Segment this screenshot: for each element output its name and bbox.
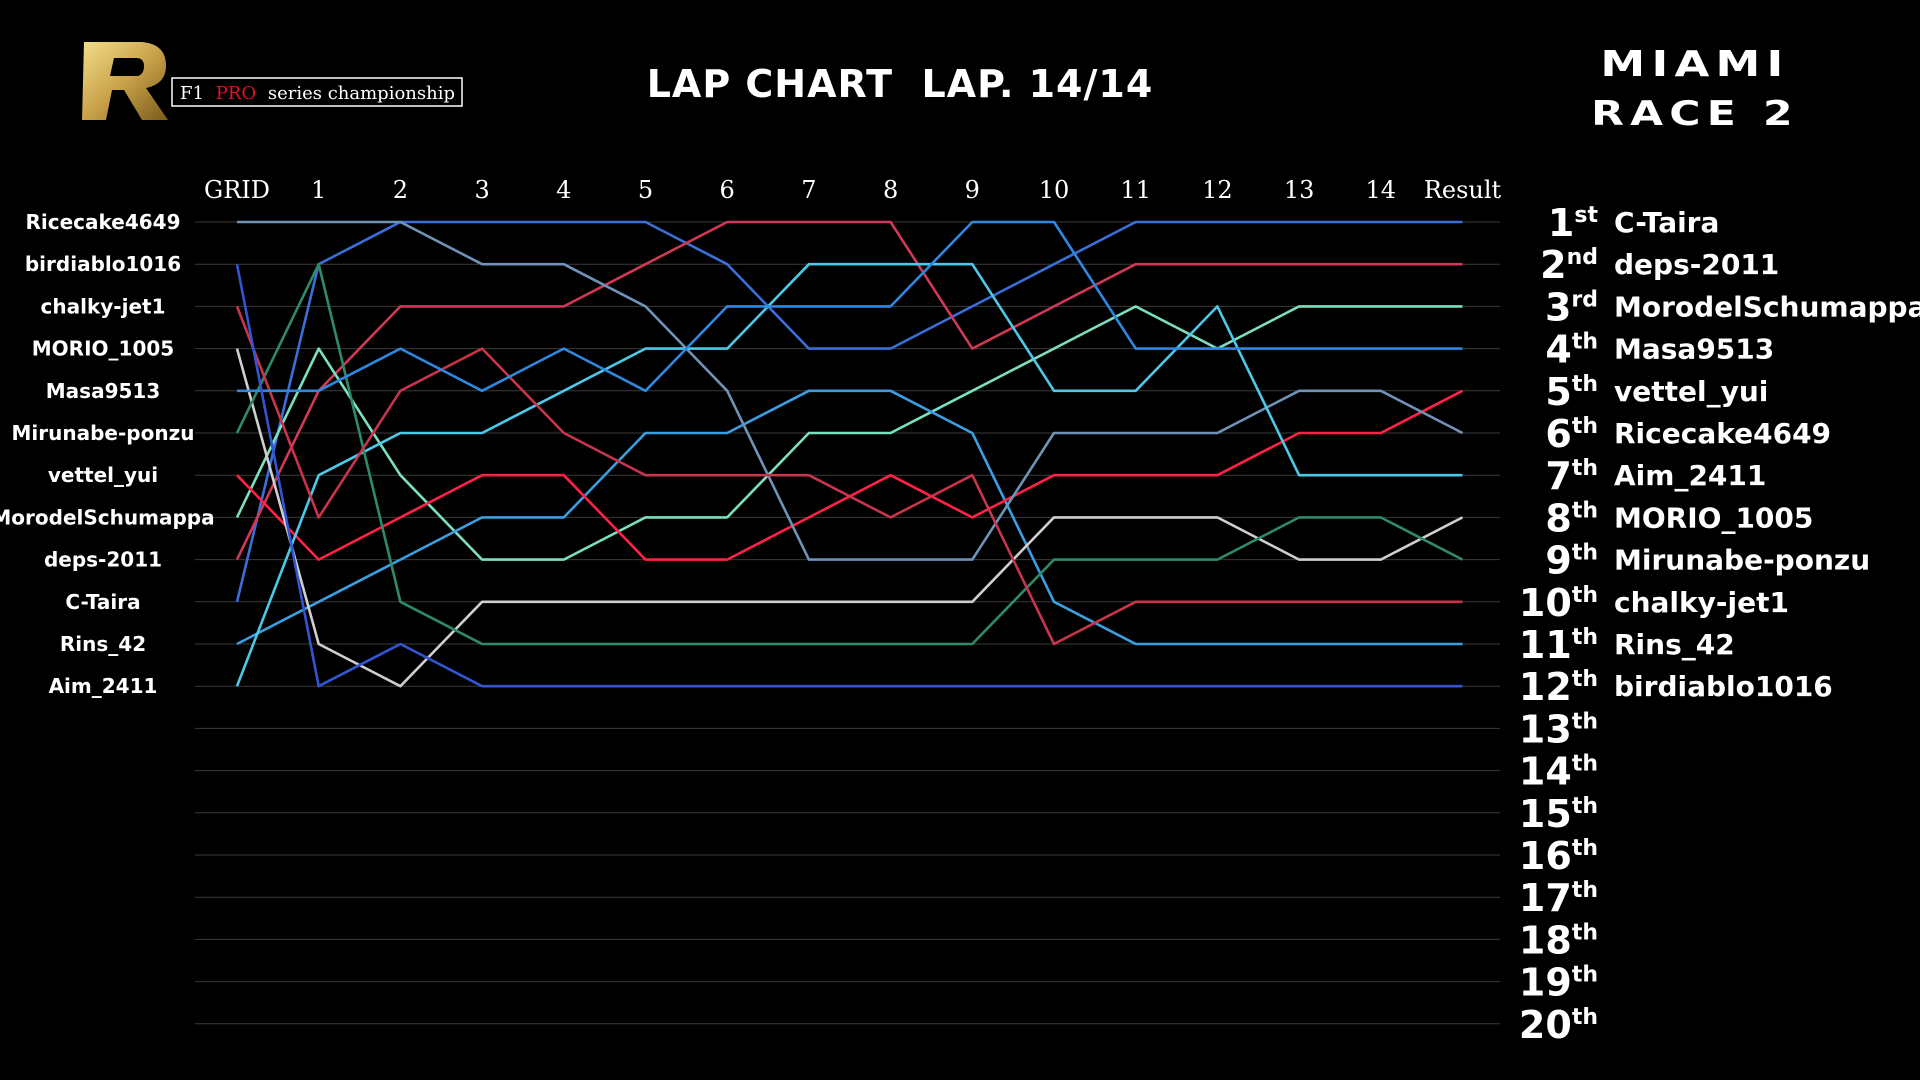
x-tick-label: 11 xyxy=(1120,176,1151,204)
series-line-Ricecake4649 xyxy=(237,220,1464,561)
x-tick-label: 3 xyxy=(474,176,489,204)
position-label: 4th xyxy=(1545,328,1598,372)
grid-driver-label: chalky-jet1 xyxy=(41,294,166,318)
position-label: 5th xyxy=(1545,370,1598,414)
x-tick-label: 8 xyxy=(883,176,898,204)
series-line-Mirunabe-ponzu xyxy=(235,262,1464,646)
x-tick-label: 10 xyxy=(1039,176,1070,204)
result-driver-label: MORIO_1005 xyxy=(1614,501,1813,534)
x-tick-label: 13 xyxy=(1284,176,1315,204)
series-lines xyxy=(235,220,1464,688)
result-driver-label: MorodelSchumappa xyxy=(1614,290,1920,323)
logo-text-series: series championship xyxy=(268,83,455,104)
position-label: 6th xyxy=(1545,412,1598,456)
result-order-labels: C-Taira deps-2011 MorodelSchumappa Masa9513… xyxy=(1614,206,1920,703)
x-tick-label: 6 xyxy=(720,176,735,204)
result-driver-label: Rins_42 xyxy=(1614,628,1735,661)
position-label: 13th xyxy=(1519,707,1598,751)
result-driver-label: Ricecake4649 xyxy=(1614,417,1831,450)
grid-lines xyxy=(195,221,1500,1025)
lap-column-labels: GRID 1 2 3 4 5 6 7 8 9 10 11 12 13 14 Result xyxy=(204,176,1502,204)
position-label: 16th xyxy=(1519,834,1598,878)
result-driver-label: Mirunabe-ponzu xyxy=(1614,544,1870,577)
result-driver-label: Masa9513 xyxy=(1614,333,1774,366)
position-labels: 1st2nd3rd4th5th6th7th8th9th10th11th12th1… xyxy=(1519,201,1599,1047)
chart-title: LAP CHART LAP. 14/14 xyxy=(646,62,1154,106)
logo-text-f1: F1 xyxy=(180,83,204,104)
x-tick-label: GRID xyxy=(204,176,270,204)
result-driver-label: deps-2011 xyxy=(1614,248,1779,281)
position-label: 2nd xyxy=(1540,243,1598,287)
grid-driver-label: Rins_42 xyxy=(60,632,146,656)
position-label: 15th xyxy=(1519,792,1598,836)
position-label: 12th xyxy=(1519,665,1598,709)
x-tick-label: 12 xyxy=(1202,176,1233,204)
position-label: 19th xyxy=(1519,961,1598,1005)
x-tick-label: 4 xyxy=(556,176,571,204)
championship-logo: F1 PRO series championship xyxy=(80,38,472,122)
position-label: 11th xyxy=(1519,623,1598,667)
event-box: MIAMI RACE 2 xyxy=(1540,42,1850,140)
grid-driver-label: C-Taira xyxy=(65,590,140,614)
position-label: 14th xyxy=(1519,750,1598,794)
result-driver-label: chalky-jet1 xyxy=(1614,586,1789,619)
x-tick-label: Result xyxy=(1424,176,1502,204)
grid-driver-label: deps-2011 xyxy=(44,548,162,572)
grid-driver-label: Aim_2411 xyxy=(49,674,158,698)
race-name: RACE 2 xyxy=(1591,94,1799,134)
grid-driver-label: Mirunabe-ponzu xyxy=(12,421,195,445)
series-line-deps-2011 xyxy=(235,220,1463,561)
position-label: 10th xyxy=(1519,581,1598,625)
position-label: 9th xyxy=(1545,539,1598,583)
logo-r-mark xyxy=(82,42,168,120)
x-tick-label: 2 xyxy=(393,176,408,204)
grid-driver-label: MorodelSchumappa xyxy=(0,505,215,529)
grid-driver-label: MORIO_1005 xyxy=(32,337,174,361)
grid-driver-label: Masa9513 xyxy=(46,379,160,403)
position-label: 18th xyxy=(1519,918,1598,962)
series-line-Rins_42 xyxy=(237,220,1463,393)
svg-text:F1 PRO series cham: F1 PRO series championship xyxy=(180,83,455,104)
logo-text-pro: PRO xyxy=(216,83,256,104)
series-line-C-Taira xyxy=(235,220,1463,603)
x-tick-label: 7 xyxy=(801,176,816,204)
x-tick-label: 14 xyxy=(1366,176,1397,204)
x-tick-label: 9 xyxy=(965,176,980,204)
position-label: 17th xyxy=(1519,876,1598,920)
position-label: 7th xyxy=(1545,454,1598,498)
position-label: 3rd xyxy=(1545,285,1598,329)
grid-driver-label: birdiablo1016 xyxy=(25,252,181,276)
result-driver-label: Aim_2411 xyxy=(1614,459,1766,492)
event-name: MIAMI xyxy=(1600,44,1790,85)
x-tick-label: 1 xyxy=(311,176,326,204)
result-driver-label: birdiablo1016 xyxy=(1614,670,1833,703)
position-label: 1st xyxy=(1548,201,1599,245)
result-driver-label: C-Taira xyxy=(1614,206,1719,239)
series-line-Aim_2411 xyxy=(235,262,1463,687)
grid-driver-label: Ricecake4649 xyxy=(25,210,180,234)
position-label: 8th xyxy=(1545,496,1598,540)
series-line-Masa9513 xyxy=(236,389,1463,646)
series-line-birdiablo1016 xyxy=(235,263,1463,688)
position-label: 20th xyxy=(1519,1003,1598,1047)
x-tick-label: 5 xyxy=(638,176,653,204)
result-driver-label: vettel_yui xyxy=(1614,375,1768,408)
grid-order-labels: Ricecake4649 birdiablo1016 chalky-jet1 MORI… xyxy=(0,210,215,698)
grid-driver-label: vettel_yui xyxy=(48,463,158,487)
series-line-MorodelSchumappa xyxy=(235,305,1463,561)
